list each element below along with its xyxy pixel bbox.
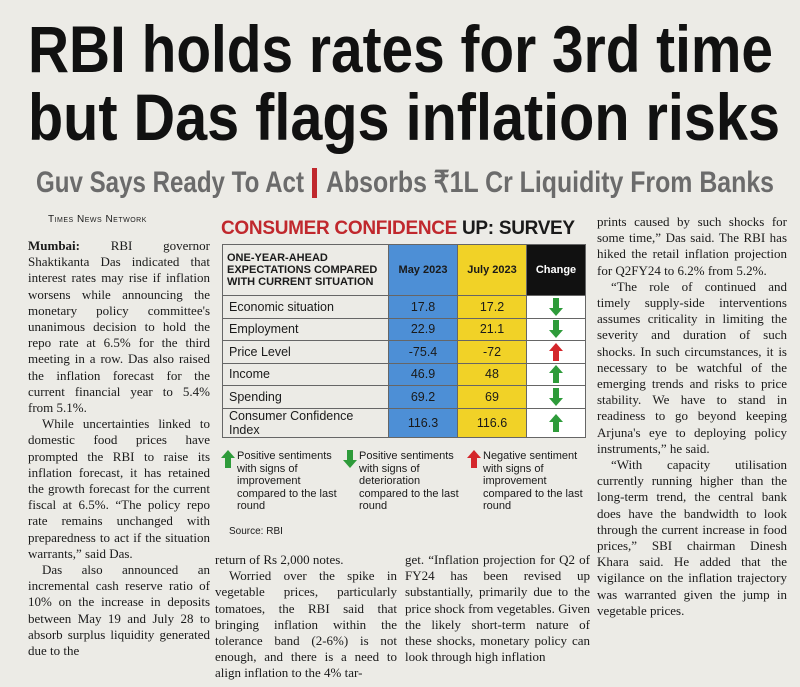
paragraph: prints caused by such shocks for some ti… — [597, 214, 787, 278]
july-value: -72 — [457, 340, 527, 364]
header-cell: May 2023 — [388, 244, 458, 296]
july-value: 69 — [457, 385, 527, 409]
column: get. “Inflation projection for Q2 of FY2… — [405, 552, 590, 687]
headline-line: RBI holds rates for 3rd time — [28, 12, 773, 86]
paragraph: get. “Inflation projection for Q2 of FY2… — [405, 552, 590, 665]
header-row: ONE-YEAR-AHEAD EXPECTATIONS COMPARED WIT… — [222, 244, 586, 296]
header-cell: ONE-YEAR-AHEAD EXPECTATIONS COMPARED WIT… — [222, 244, 389, 296]
change-cell — [526, 407, 586, 438]
change-arrow — [549, 387, 563, 406]
source: Source: RBI — [229, 526, 283, 537]
survey-table: ONE-YEAR-AHEAD EXPECTATIONS COMPARED WIT… — [222, 244, 586, 438]
july-value: 48 — [457, 362, 527, 386]
subhead: Guv Says Ready To Act — [36, 166, 304, 199]
change-cell — [526, 362, 586, 386]
may-value: 69.2 — [388, 385, 458, 409]
box-title: CONSUMER CONFIDENCE UP: SURVEY — [221, 218, 575, 240]
legend-text: Positive sentiments with signs of improv… — [237, 450, 337, 512]
change-arrow — [549, 413, 563, 432]
column: prints caused by such shocks for some ti… — [597, 214, 787, 687]
change-cell — [526, 340, 586, 364]
paragraph: “The role of continued and timely supply… — [597, 278, 787, 456]
row-label: Employment — [222, 317, 389, 341]
row-label: Income — [222, 362, 389, 386]
table-body: Economic situation 17.8 17.2 Employment 22.9… — [222, 295, 586, 438]
title-black: UP: SURVEY — [462, 218, 575, 239]
change-cell — [526, 295, 586, 319]
legend-text: Positive sentiments with signs of deteri… — [359, 450, 459, 512]
dateline: Mumbai: — [28, 238, 80, 253]
may-value: -75.4 — [388, 340, 458, 364]
subhead: Absorbs ₹1L Cr Liquidity From Banks — [326, 166, 774, 199]
change-cell — [526, 385, 586, 409]
green-up-arrow — [221, 450, 235, 468]
change-arrow — [549, 297, 563, 316]
table-row: Income 46.9 48 — [222, 362, 586, 386]
paragraph: While uncertainties linked to domestic f… — [28, 416, 210, 561]
change-arrow — [549, 320, 563, 339]
change-arrow — [549, 365, 563, 384]
july-value: 17.2 — [457, 295, 527, 319]
row-label: Consumer Confidence Index — [222, 407, 389, 438]
table-row: Employment 22.9 21.1 — [222, 317, 586, 341]
table-row: Consumer Confidence Index 116.3 116.6 — [222, 407, 586, 438]
header-cell: Change — [526, 244, 586, 296]
red-up-arrow — [467, 450, 481, 468]
byline: Times News Network — [48, 214, 147, 225]
separator — [312, 168, 317, 198]
july-value: 116.6 — [457, 407, 527, 438]
paragraph: Worried over the spike in vegetable pric… — [215, 568, 397, 681]
column: Mumbai: RBI governor Shaktikanta Das ind… — [28, 238, 210, 687]
table-row: Economic situation 17.8 17.2 — [222, 295, 586, 319]
paragraph: return of Rs 2,000 notes. — [215, 552, 344, 567]
may-value: 17.8 — [388, 295, 458, 319]
headline-line: but Das flags inflation risks — [28, 80, 780, 154]
paragraph: “With capacity utilisation currently run… — [597, 457, 787, 618]
table-row: Spending 69.2 69 — [222, 385, 586, 409]
green-down-arrow — [343, 450, 357, 468]
may-value: 22.9 — [388, 317, 458, 341]
header-cell: July 2023 — [457, 244, 527, 296]
table-row: Price Level -75.4 -72 — [222, 340, 586, 364]
column: return of Rs 2,000 notes. Worried over t… — [215, 552, 397, 687]
may-value: 46.9 — [388, 362, 458, 386]
title-red: CONSUMER CONFIDENCE — [221, 218, 458, 239]
change-arrow — [549, 342, 563, 361]
row-label: Price Level — [222, 340, 389, 364]
paragraph: Das also announced an incremental cash r… — [28, 562, 210, 659]
may-value: 116.3 — [388, 407, 458, 438]
text: RBI governor Shaktikanta Das indicated t… — [28, 238, 210, 416]
headline-area: RBI holds rates for 3rd time but Das fla… — [28, 12, 780, 199]
survey-box: CONSUMER CONFIDENCE UP: SURVEY ONE-YEAR-… — [215, 214, 591, 544]
row-label: Economic situation — [222, 295, 389, 319]
legend-text: Negative sentiment with signs of improve… — [483, 450, 583, 512]
paragraph: Mumbai: RBI governor Shaktikanta Das ind… — [28, 238, 210, 416]
july-value: 21.1 — [457, 317, 527, 341]
row-label: Spending — [222, 385, 389, 409]
change-cell — [526, 317, 586, 341]
